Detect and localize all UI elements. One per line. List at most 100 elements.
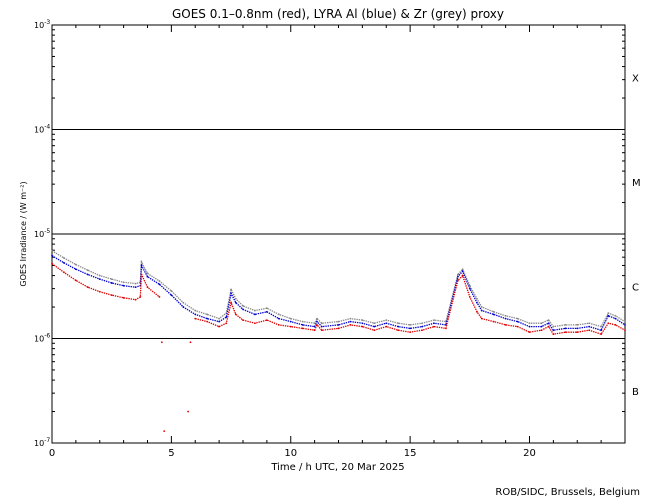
data-point xyxy=(476,297,478,300)
x-axis-ticks: 0 5 10 15 20 xyxy=(49,25,626,459)
data-point xyxy=(182,301,185,304)
data-point xyxy=(516,325,519,328)
data-point xyxy=(461,270,464,273)
x-tick-label: 5 xyxy=(168,448,174,459)
outlier-point xyxy=(160,341,163,344)
data-point xyxy=(540,325,543,328)
data-point xyxy=(528,322,531,325)
data-point xyxy=(140,273,143,276)
y-tick-label: 10-4 xyxy=(34,124,50,135)
data-point xyxy=(516,317,519,320)
data-point xyxy=(614,314,617,317)
data-point xyxy=(445,327,447,330)
data-point xyxy=(373,325,376,328)
data-point xyxy=(540,322,543,325)
data-point xyxy=(265,307,268,310)
data-point xyxy=(600,333,603,336)
data-point xyxy=(492,313,495,316)
data-point xyxy=(218,325,221,328)
data-point xyxy=(564,327,567,330)
series-lyra-al xyxy=(51,254,626,332)
y-tick-label: 10-5 xyxy=(34,228,50,239)
data-point xyxy=(134,298,137,301)
data-point xyxy=(134,282,137,285)
data-point xyxy=(277,313,280,316)
data-point xyxy=(254,309,256,312)
data-point xyxy=(242,305,244,307)
data-point xyxy=(337,320,340,323)
data-point xyxy=(206,317,209,320)
data-point xyxy=(289,317,292,320)
y-tick-exponent: -4 xyxy=(44,124,50,131)
data-point xyxy=(51,254,53,257)
data-point xyxy=(385,319,388,321)
data-point xyxy=(504,323,507,326)
data-point xyxy=(218,317,221,320)
data-point xyxy=(607,312,610,315)
data-point xyxy=(110,282,113,284)
data-point xyxy=(316,323,318,326)
data-point xyxy=(547,322,550,325)
data-point xyxy=(361,322,364,325)
data-point xyxy=(397,322,400,325)
data-point xyxy=(614,317,617,320)
data-point xyxy=(552,333,555,336)
data-point xyxy=(456,273,459,276)
data-point xyxy=(492,310,495,313)
data-point xyxy=(433,319,435,321)
data-point xyxy=(86,273,89,276)
data-point xyxy=(218,320,221,323)
data-point xyxy=(301,320,304,323)
data-point xyxy=(504,317,507,320)
flare-class-label: B xyxy=(632,387,639,398)
data-point xyxy=(476,310,478,313)
data-point xyxy=(206,320,209,323)
y-tick-exponent: -5 xyxy=(44,228,50,235)
data-point xyxy=(158,283,161,286)
data-point xyxy=(134,286,137,289)
data-point xyxy=(320,322,323,325)
y-tick-label: 10-7 xyxy=(34,437,50,448)
data-point xyxy=(576,327,579,330)
data-point xyxy=(421,329,423,332)
y-tick-exponent: -7 xyxy=(44,437,50,444)
series-layer xyxy=(51,249,626,432)
data-point xyxy=(461,268,464,271)
data-point xyxy=(528,325,531,328)
data-point xyxy=(98,278,101,281)
data-point xyxy=(158,296,161,298)
data-point xyxy=(564,323,567,326)
data-point xyxy=(433,322,435,325)
data-point xyxy=(624,323,626,326)
data-point xyxy=(51,262,53,265)
flare-class-label: M xyxy=(632,178,641,189)
data-point xyxy=(170,294,173,297)
data-point xyxy=(194,309,197,312)
outlier-point xyxy=(187,410,189,413)
data-point xyxy=(242,308,244,311)
data-point xyxy=(409,327,412,330)
data-point xyxy=(614,323,617,326)
data-point xyxy=(230,292,232,295)
data-point xyxy=(588,325,591,328)
data-point xyxy=(320,325,323,328)
data-point xyxy=(277,323,280,326)
data-point xyxy=(361,325,364,328)
data-point xyxy=(624,329,626,332)
data-point xyxy=(385,322,388,325)
data-point xyxy=(624,320,626,323)
data-point xyxy=(146,272,149,275)
data-point xyxy=(51,249,53,252)
data-point xyxy=(86,286,89,289)
data-point xyxy=(480,306,483,308)
data-point xyxy=(361,319,364,321)
data-point xyxy=(146,275,149,278)
data-point xyxy=(254,322,256,325)
data-point xyxy=(397,329,400,332)
series-trace xyxy=(195,274,626,335)
goes-outliers xyxy=(160,341,192,432)
data-point xyxy=(313,329,316,332)
data-point xyxy=(98,290,101,293)
data-point xyxy=(547,319,550,321)
data-point xyxy=(600,325,603,328)
